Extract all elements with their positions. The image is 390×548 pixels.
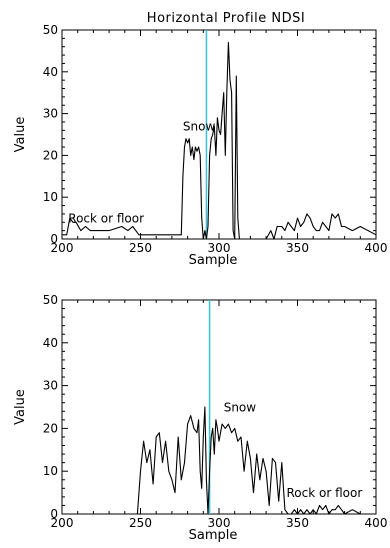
y-tick-label: 40 (43, 336, 58, 350)
series-line (62, 406, 376, 515)
plot-frame-1 (61, 299, 377, 515)
y-tick-label: 0 (50, 232, 58, 246)
chart-title: Horizontal Profile NDSI (147, 11, 305, 26)
y-tick-label: 40 (43, 65, 58, 79)
y-tick-label: 30 (43, 379, 58, 393)
y-axis-label: Value (13, 117, 28, 153)
x-axis-label: Sample (189, 528, 238, 543)
x-tick-label: 200 (51, 516, 74, 530)
annotation-label: Snow (224, 400, 257, 414)
x-tick-label: 350 (286, 241, 309, 255)
annotation-label: Rock or floor (287, 486, 363, 500)
x-axis-label: Sample (189, 253, 238, 268)
y-tick-label: 0 (50, 507, 58, 521)
y-axis-label: Value (13, 389, 28, 425)
y-tick-label: 50 (43, 293, 58, 307)
x-tick-label: 200 (51, 241, 74, 255)
x-tick-label: 250 (129, 241, 152, 255)
y-tick-label: 20 (43, 148, 58, 162)
series-line (62, 41, 377, 240)
y-tick-label: 10 (43, 190, 58, 204)
annotation-label: Rock or floor (68, 211, 144, 225)
x-tick-label: 400 (365, 516, 388, 530)
y-tick-label: 30 (43, 107, 58, 121)
x-tick-label: 300 (208, 516, 231, 530)
annotation-label: Snow (183, 119, 216, 133)
x-tick-label: 300 (208, 241, 231, 255)
plot-frame-0 (61, 29, 377, 240)
y-tick-label: 10 (43, 464, 58, 478)
x-tick-label: 250 (129, 516, 152, 530)
y-tick-label: 20 (43, 421, 58, 435)
x-tick-label: 400 (365, 241, 388, 255)
x-tick-label: 350 (286, 516, 309, 530)
y-tick-label: 50 (43, 23, 58, 37)
